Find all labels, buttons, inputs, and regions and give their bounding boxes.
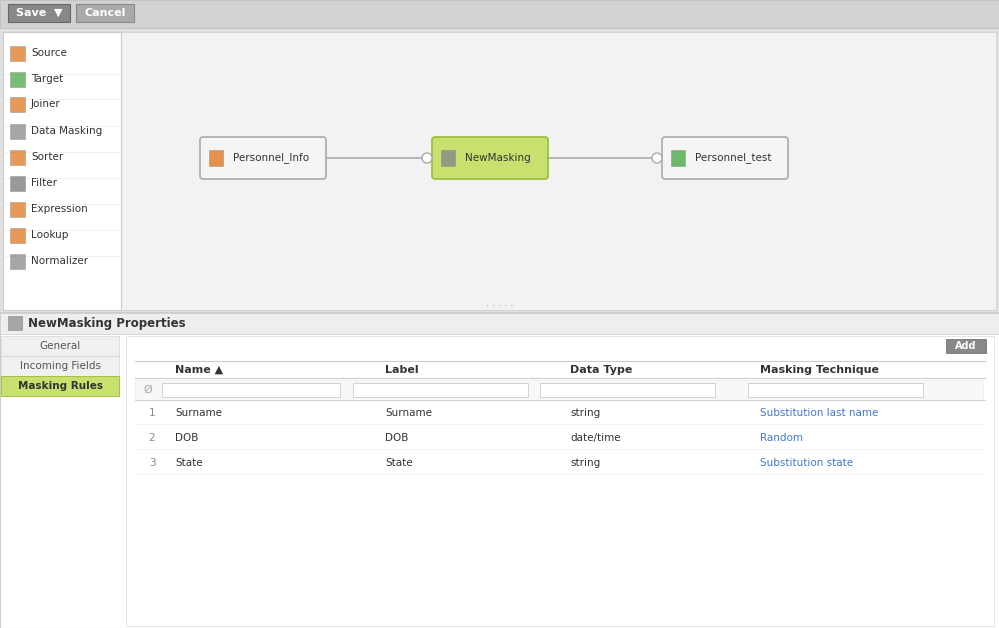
Text: Personnel_Info: Personnel_Info	[233, 153, 309, 163]
Text: Substitution last name: Substitution last name	[760, 408, 878, 418]
Text: Surname: Surname	[385, 408, 432, 418]
Text: Target: Target	[31, 74, 63, 84]
Bar	[10, 124, 25, 139]
Text: Incoming Fields: Incoming Fields	[20, 361, 101, 371]
Bar	[10, 97, 25, 112]
Bar	[10, 46, 25, 61]
Text: 3: 3	[149, 458, 155, 468]
Bar	[8, 4, 70, 22]
Bar	[946, 339, 986, 353]
Text: NewMasking: NewMasking	[466, 153, 530, 163]
Bar	[1, 356, 119, 376]
Text: Cancel: Cancel	[84, 8, 126, 18]
Text: Data Masking: Data Masking	[31, 126, 102, 136]
Text: Ø: Ø	[144, 385, 153, 395]
Bar	[10, 202, 25, 217]
Text: date/time: date/time	[570, 433, 620, 443]
Bar	[353, 383, 528, 397]
Bar	[3, 32, 121, 310]
Text: string: string	[570, 408, 600, 418]
FancyBboxPatch shape	[432, 137, 548, 179]
FancyBboxPatch shape	[662, 137, 788, 179]
Text: Save  ▼: Save ▼	[16, 8, 62, 18]
Text: Surname: Surname	[175, 408, 222, 418]
Circle shape	[422, 153, 432, 163]
Circle shape	[652, 153, 662, 163]
Text: · · · · ·: · · · · ·	[487, 301, 513, 311]
FancyBboxPatch shape	[200, 137, 326, 179]
Text: Expression: Expression	[31, 204, 88, 214]
Text: NewMasking Properties: NewMasking Properties	[28, 317, 186, 330]
Text: Filter: Filter	[31, 178, 57, 188]
Text: Personnel_test: Personnel_test	[694, 153, 771, 163]
Bar	[10, 176, 25, 191]
Text: Lookup: Lookup	[31, 230, 68, 240]
Bar	[748, 383, 923, 397]
Bar	[76, 4, 134, 22]
Bar	[0, 312, 999, 334]
Bar	[126, 336, 994, 626]
Text: DOB: DOB	[385, 433, 409, 443]
Text: Masking Technique: Masking Technique	[760, 365, 879, 375]
Bar	[10, 150, 25, 165]
Bar	[10, 72, 25, 87]
Text: Source: Source	[31, 48, 67, 58]
Bar	[209, 150, 223, 166]
Bar	[671, 150, 685, 166]
Bar	[441, 150, 455, 166]
Text: Substitution state: Substitution state	[760, 458, 853, 468]
Text: Label: Label	[385, 365, 419, 375]
Text: 2: 2	[149, 433, 155, 443]
Bar	[1, 336, 119, 356]
Bar	[1, 376, 119, 396]
Bar	[540, 383, 715, 397]
Bar	[8, 316, 22, 330]
Bar	[135, 380, 983, 400]
Bar	[0, 0, 999, 28]
Text: 1: 1	[149, 408, 155, 418]
Text: State: State	[385, 458, 413, 468]
Text: Joiner: Joiner	[31, 99, 61, 109]
Text: General: General	[39, 341, 81, 351]
Text: DOB: DOB	[175, 433, 199, 443]
Text: Normalizer: Normalizer	[31, 256, 88, 266]
Text: Random: Random	[760, 433, 803, 443]
Bar	[0, 313, 999, 628]
Text: State: State	[175, 458, 203, 468]
Text: Name ▲: Name ▲	[175, 365, 223, 375]
Bar	[3, 32, 996, 310]
Bar	[10, 228, 25, 243]
Text: Sorter: Sorter	[31, 152, 63, 162]
Bar	[10, 254, 25, 269]
Text: string: string	[570, 458, 600, 468]
Text: Add: Add	[955, 341, 977, 351]
Text: Data Type: Data Type	[570, 365, 632, 375]
Bar	[162, 383, 340, 397]
Text: Masking Rules: Masking Rules	[18, 381, 103, 391]
